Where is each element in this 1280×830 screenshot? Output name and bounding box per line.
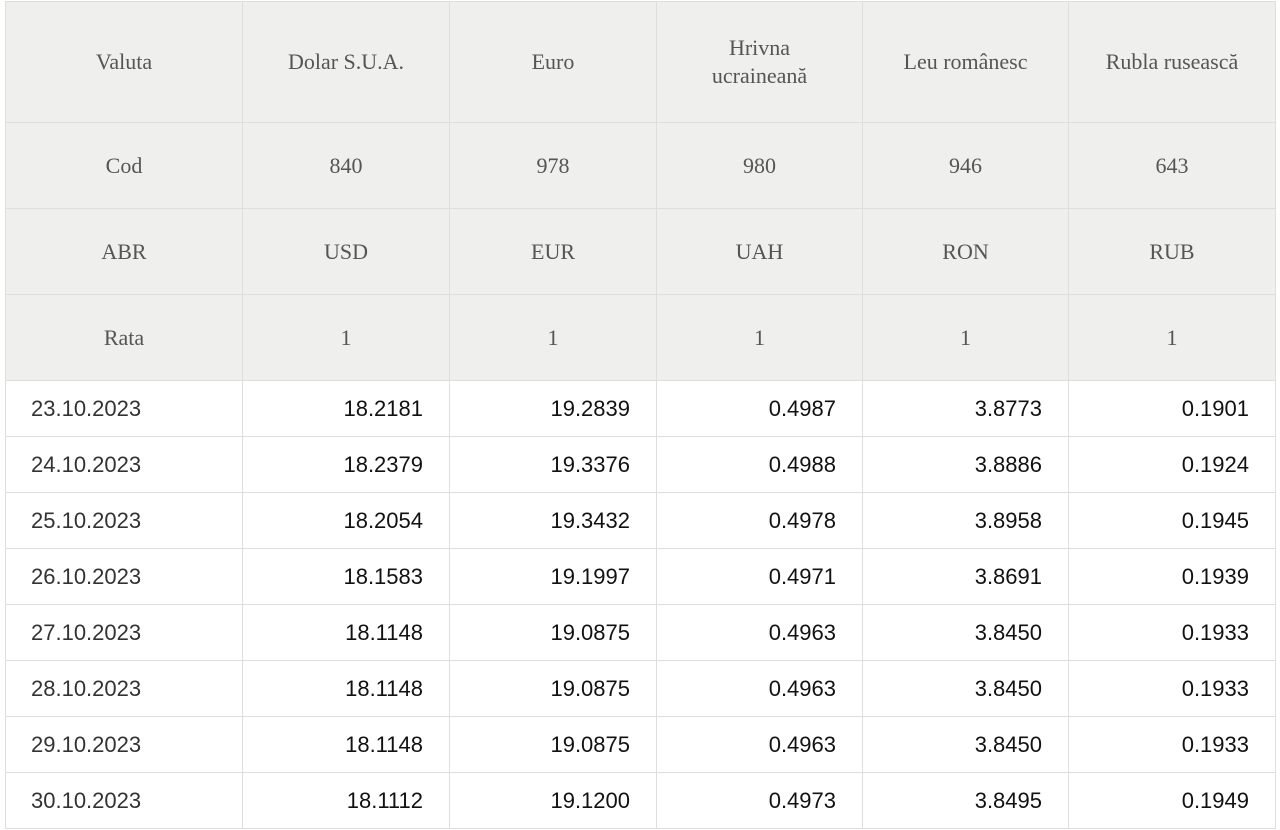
data-cell: 19.2839 — [449, 380, 657, 437]
data-cell: 29.10.2023 — [5, 716, 243, 773]
data-cell: 18.1148 — [242, 716, 450, 773]
header-cell: 946 — [862, 122, 1069, 209]
data-cell: 0.1933 — [1068, 716, 1276, 773]
data-cell: 0.4988 — [656, 436, 863, 493]
header-cell: 1 — [862, 294, 1069, 381]
data-cell: 18.2181 — [242, 380, 450, 437]
header-row: Rata 1 1 1 1 1 — [5, 294, 1276, 381]
header-row: Valuta Dolar S.U.A. Euro Hrivna ucraineană L… — [5, 1, 1276, 123]
data-cell: 0.4963 — [656, 716, 863, 773]
data-cell: 24.10.2023 — [5, 436, 243, 493]
data-cell: 23.10.2023 — [5, 380, 243, 437]
header-cell: Leu românesc — [862, 1, 1069, 123]
data-row: 29.10.2023 18.1148 19.0875 0.4963 3.8450 0.19… — [5, 716, 1276, 773]
data-cell: 0.4987 — [656, 380, 863, 437]
data-row: 24.10.2023 18.2379 19.3376 0.4988 3.8886 0.19… — [5, 436, 1276, 493]
header-cell: Dolar S.U.A. — [242, 1, 450, 123]
header-cell: Rubla rusească — [1068, 1, 1276, 123]
data-cell: 0.4971 — [656, 548, 863, 605]
data-cell: 19.0875 — [449, 716, 657, 773]
data-cell: 3.8450 — [862, 660, 1069, 717]
data-cell: 19.1200 — [449, 772, 657, 829]
data-cell: 18.1112 — [242, 772, 450, 829]
data-cell: 18.1148 — [242, 660, 450, 717]
data-cell: 3.8773 — [862, 380, 1069, 437]
header-cell: Euro — [449, 1, 657, 123]
data-cell: 30.10.2023 — [5, 772, 243, 829]
data-cell: 0.4963 — [656, 604, 863, 661]
header-cell: 1 — [242, 294, 450, 381]
header-cell: USD — [242, 208, 450, 295]
header-cell: 1 — [656, 294, 863, 381]
data-cell: 19.0875 — [449, 604, 657, 661]
header-cell: 978 — [449, 122, 657, 209]
header-cell: Cod — [5, 122, 243, 209]
header-cell: 1 — [1068, 294, 1276, 381]
data-cell: 3.8958 — [862, 492, 1069, 549]
data-cell: 0.1945 — [1068, 492, 1276, 549]
header-cell: ABR — [5, 208, 243, 295]
data-cell: 0.1949 — [1068, 772, 1276, 829]
header-cell: RON — [862, 208, 1069, 295]
data-cell: 0.4973 — [656, 772, 863, 829]
header-cell: EUR — [449, 208, 657, 295]
data-cell: 3.8450 — [862, 716, 1069, 773]
header-cell: 980 — [656, 122, 863, 209]
header-cell: Hrivna ucraineană — [656, 1, 863, 123]
data-cell: 19.3376 — [449, 436, 657, 493]
data-cell: 26.10.2023 — [5, 548, 243, 605]
data-cell: 0.1939 — [1068, 548, 1276, 605]
data-row: 28.10.2023 18.1148 19.0875 0.4963 3.8450 0.19… — [5, 660, 1276, 717]
header-cell: Rata — [5, 294, 243, 381]
header-row: Cod 840 978 980 946 643 — [5, 122, 1276, 209]
data-cell: 0.4963 — [656, 660, 863, 717]
data-cell: 27.10.2023 — [5, 604, 243, 661]
data-row: 25.10.2023 18.2054 19.3432 0.4978 3.8958 0.19… — [5, 492, 1276, 549]
header-cell: RUB — [1068, 208, 1276, 295]
data-cell: 19.1997 — [449, 548, 657, 605]
data-cell: 0.1901 — [1068, 380, 1276, 437]
data-cell: 3.8495 — [862, 772, 1069, 829]
header-cell: UAH — [656, 208, 863, 295]
data-cell: 0.1933 — [1068, 604, 1276, 661]
data-cell: 19.3432 — [449, 492, 657, 549]
header-cell: Valuta — [5, 1, 243, 123]
data-cell: 28.10.2023 — [5, 660, 243, 717]
data-cell: 3.8450 — [862, 604, 1069, 661]
data-cell: 18.1148 — [242, 604, 450, 661]
data-cell: 3.8886 — [862, 436, 1069, 493]
data-cell: 25.10.2023 — [5, 492, 243, 549]
data-cell: 18.2379 — [242, 436, 450, 493]
header-row: ABR USD EUR UAH RON RUB — [5, 208, 1276, 295]
header-cell: 840 — [242, 122, 450, 209]
data-row: 27.10.2023 18.1148 19.0875 0.4963 3.8450 0.19… — [5, 604, 1276, 661]
data-cell: 0.1924 — [1068, 436, 1276, 493]
data-cell: 0.1933 — [1068, 660, 1276, 717]
exchange-rate-table: Valuta Dolar S.U.A. Euro Hrivna ucraineană L… — [5, 1, 1276, 829]
data-cell: 18.1583 — [242, 548, 450, 605]
header-cell: 1 — [449, 294, 657, 381]
data-row: 30.10.2023 18.1112 19.1200 0.4973 3.8495 0.19… — [5, 772, 1276, 829]
data-cell: 3.8691 — [862, 548, 1069, 605]
data-cell: 0.4978 — [656, 492, 863, 549]
table-body: Valuta Dolar S.U.A. Euro Hrivna ucraineană L… — [5, 1, 1276, 829]
data-cell: 18.2054 — [242, 492, 450, 549]
data-cell: 19.0875 — [449, 660, 657, 717]
data-row: 26.10.2023 18.1583 19.1997 0.4971 3.8691 0.19… — [5, 548, 1276, 605]
data-row: 23.10.2023 18.2181 19.2839 0.4987 3.8773 0.19… — [5, 380, 1276, 437]
header-cell: 643 — [1068, 122, 1276, 209]
